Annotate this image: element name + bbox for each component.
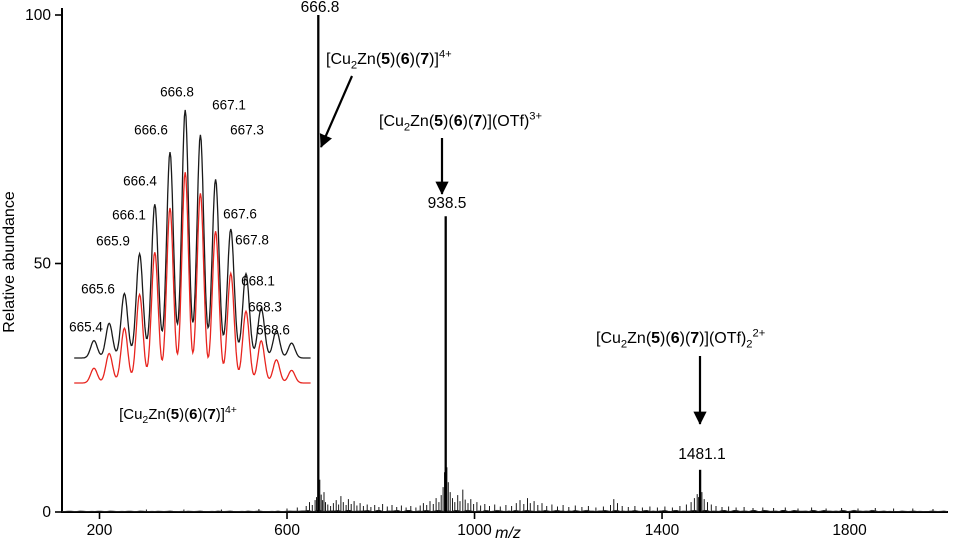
inset-calculated-trace: [74, 172, 311, 384]
y-tick-label: 100: [25, 7, 51, 24]
annotation-arrow: [319, 75, 354, 148]
x-tick-label: 1400: [645, 522, 680, 539]
y-tick-label: 50: [34, 256, 52, 273]
x-tick-label: 600: [274, 522, 300, 539]
baseline-noise: [61, 509, 948, 512]
y-tick-label: 0: [42, 504, 51, 521]
x-tick-label: 200: [87, 522, 113, 539]
x-tick-label: 1800: [832, 522, 867, 539]
inset-experimental-trace: [74, 109, 311, 359]
x-tick-label: 1000: [457, 522, 492, 539]
